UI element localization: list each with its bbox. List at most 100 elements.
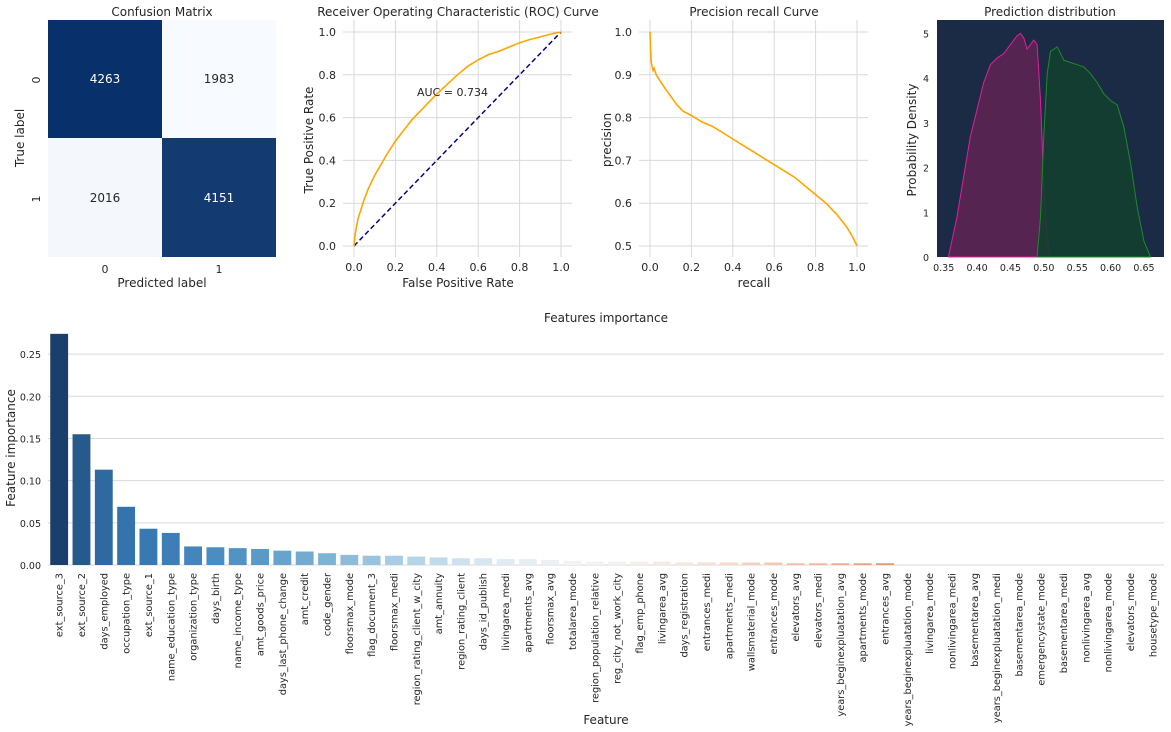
roc-auc-annotation: AUC = 0.734	[417, 86, 488, 99]
fi-ytick: 0.10	[20, 477, 41, 488]
fi-xtick: region_population_relative	[590, 573, 601, 703]
fi-bar	[608, 561, 627, 565]
fi-bar	[139, 528, 158, 565]
fi-bar	[161, 532, 180, 565]
fi-xtick: years_beginexpluatation_mode	[903, 573, 914, 726]
pr-xlabel: recall	[738, 276, 771, 290]
roc-xtick: 0.2	[387, 261, 405, 274]
fi-ticks: 0.00 0.05 0.10 0.15 0.20 0.25 ext_source_3 ext_…	[20, 350, 1159, 726]
dist-xtick: 0.50	[1033, 263, 1054, 274]
roc-chance-line	[353, 31, 562, 247]
fi-xtick: apartments_mode	[858, 573, 869, 663]
fi-bar	[853, 563, 872, 565]
fi-xtick: floorsmax_mode	[345, 573, 356, 654]
pr-ytick: 1.0	[615, 26, 633, 39]
fi-bar	[518, 559, 537, 565]
fi-bars	[50, 333, 894, 565]
fi-xtick: days_last_phone_change	[278, 573, 289, 695]
pr-grid	[639, 20, 868, 257]
feature-importance-panel: Features importance 0.00 0.05 0.10 0.15 0.20…	[4, 311, 1164, 727]
fi-bar	[719, 562, 738, 565]
fi-bar	[362, 555, 381, 565]
fi-ytick: 0.05	[20, 519, 41, 530]
fi-xtick: housetype_mode	[1148, 573, 1159, 657]
dist-title: Prediction distribution	[984, 5, 1116, 19]
cm-value-0-1: 1983	[204, 72, 235, 86]
dist-area-class-0	[947, 32, 1052, 258]
cm-title: Confusion Matrix	[111, 5, 212, 19]
cm-cell-0-0	[48, 20, 162, 138]
fi-bar	[340, 554, 359, 565]
fi-xtick: totalarea_mode	[568, 573, 579, 650]
dist-ytick: 4	[923, 74, 929, 85]
dist-ticks: 0.35 0.40 0.45 0.50 0.55 0.60 0.65 0 1 2 3 4 5	[923, 29, 1155, 274]
fi-xtick: ext_source_3	[55, 573, 66, 637]
dist-ytick: 3	[923, 119, 929, 130]
fi-bar	[742, 562, 761, 565]
dist-ylabel: Probability Density	[905, 84, 919, 197]
fi-bar	[474, 558, 493, 565]
dist-ytick: 5	[923, 29, 929, 40]
fi-xtick: entrances_mode	[769, 573, 780, 655]
fi-xtick: entrances_avg	[881, 573, 892, 645]
roc-ticks: 0.0 0.2 0.4 0.6 0.8 1.0 0.0 0.2 0.4 0.6 0.8 1.0	[319, 26, 570, 274]
fi-xtick: region_rating_client_w_city	[412, 573, 423, 705]
fi-xtick: days_birth	[211, 573, 222, 624]
roc-grid	[343, 20, 572, 257]
pr-title: Precision recall Curve	[689, 5, 818, 19]
cm-cell-0-1	[162, 20, 276, 138]
fi-xtick: basementarea_avg	[970, 573, 981, 667]
dist-area-class-1	[1036, 46, 1152, 258]
dist-xtick: 0.65	[1133, 263, 1154, 274]
pr-panel: Precision recall Curve 0.0 0.2 0.4 0.6 0.8 1.…	[600, 5, 868, 290]
roc-xtick: 0.6	[469, 261, 487, 274]
fi-xtick: years_beginexpluatation_medi	[992, 573, 1003, 723]
pr-ytick: 0.6	[615, 197, 633, 210]
fi-xlabel: Feature	[583, 713, 628, 727]
fi-xtick: organization_type	[189, 573, 200, 661]
fi-xtick: amt_credit	[300, 573, 311, 625]
fi-xtick: nonlivingarea_medi	[948, 573, 959, 669]
fi-bar	[385, 555, 403, 565]
dist-xtick: 0.60	[1100, 263, 1121, 274]
fi-xtick: livingarea_medi	[501, 573, 512, 651]
fi-bar	[496, 559, 515, 565]
fi-ylabel: Feature importance	[4, 389, 18, 507]
cm-cell-1-0	[48, 138, 162, 257]
fi-ytick: 0.25	[20, 350, 41, 361]
fi-bar	[407, 556, 426, 565]
fi-xtick: apartments_medi	[724, 573, 735, 659]
roc-ytick: 0.6	[319, 112, 337, 125]
fi-xtick: occupation_type	[122, 573, 133, 654]
fi-xtick: nonlivingarea_mode	[1104, 573, 1115, 672]
cm-xlabel: Predicted label	[117, 276, 206, 290]
roc-ytick: 0.0	[319, 240, 337, 253]
fi-bar	[876, 563, 894, 565]
roc-ylabel: True Positive Rate	[302, 87, 316, 195]
fi-bar	[630, 561, 649, 565]
dist-ytick: 2	[923, 164, 929, 175]
cm-cell-1-1	[162, 138, 276, 257]
roc-ytick: 1.0	[319, 26, 337, 39]
roc-panel: Receiver Operating Characteristic (ROC) …	[302, 5, 599, 290]
fi-bar	[563, 560, 582, 565]
fi-bar	[652, 561, 671, 565]
fi-bar	[273, 550, 292, 565]
pr-ytick: 0.8	[615, 112, 633, 125]
cm-value-0-0: 4263	[90, 72, 121, 86]
fi-bar	[206, 547, 225, 565]
pr-xtick: 0.4	[724, 261, 742, 274]
fi-xtick: years_beginexpluatation_avg	[836, 573, 847, 717]
fi-bar	[184, 546, 203, 565]
cm-xtick-1: 1	[216, 263, 223, 276]
dist-ytick: 1	[923, 208, 929, 219]
fi-bar	[72, 434, 91, 565]
fi-bar	[228, 548, 247, 565]
pr-xtick: 1.0	[848, 261, 866, 274]
cm-value-1-0: 2016	[90, 191, 121, 205]
fi-bar	[251, 548, 269, 565]
dist-xtick: 0.40	[966, 263, 987, 274]
fi-bar	[451, 558, 470, 565]
fi-bar	[697, 562, 716, 565]
